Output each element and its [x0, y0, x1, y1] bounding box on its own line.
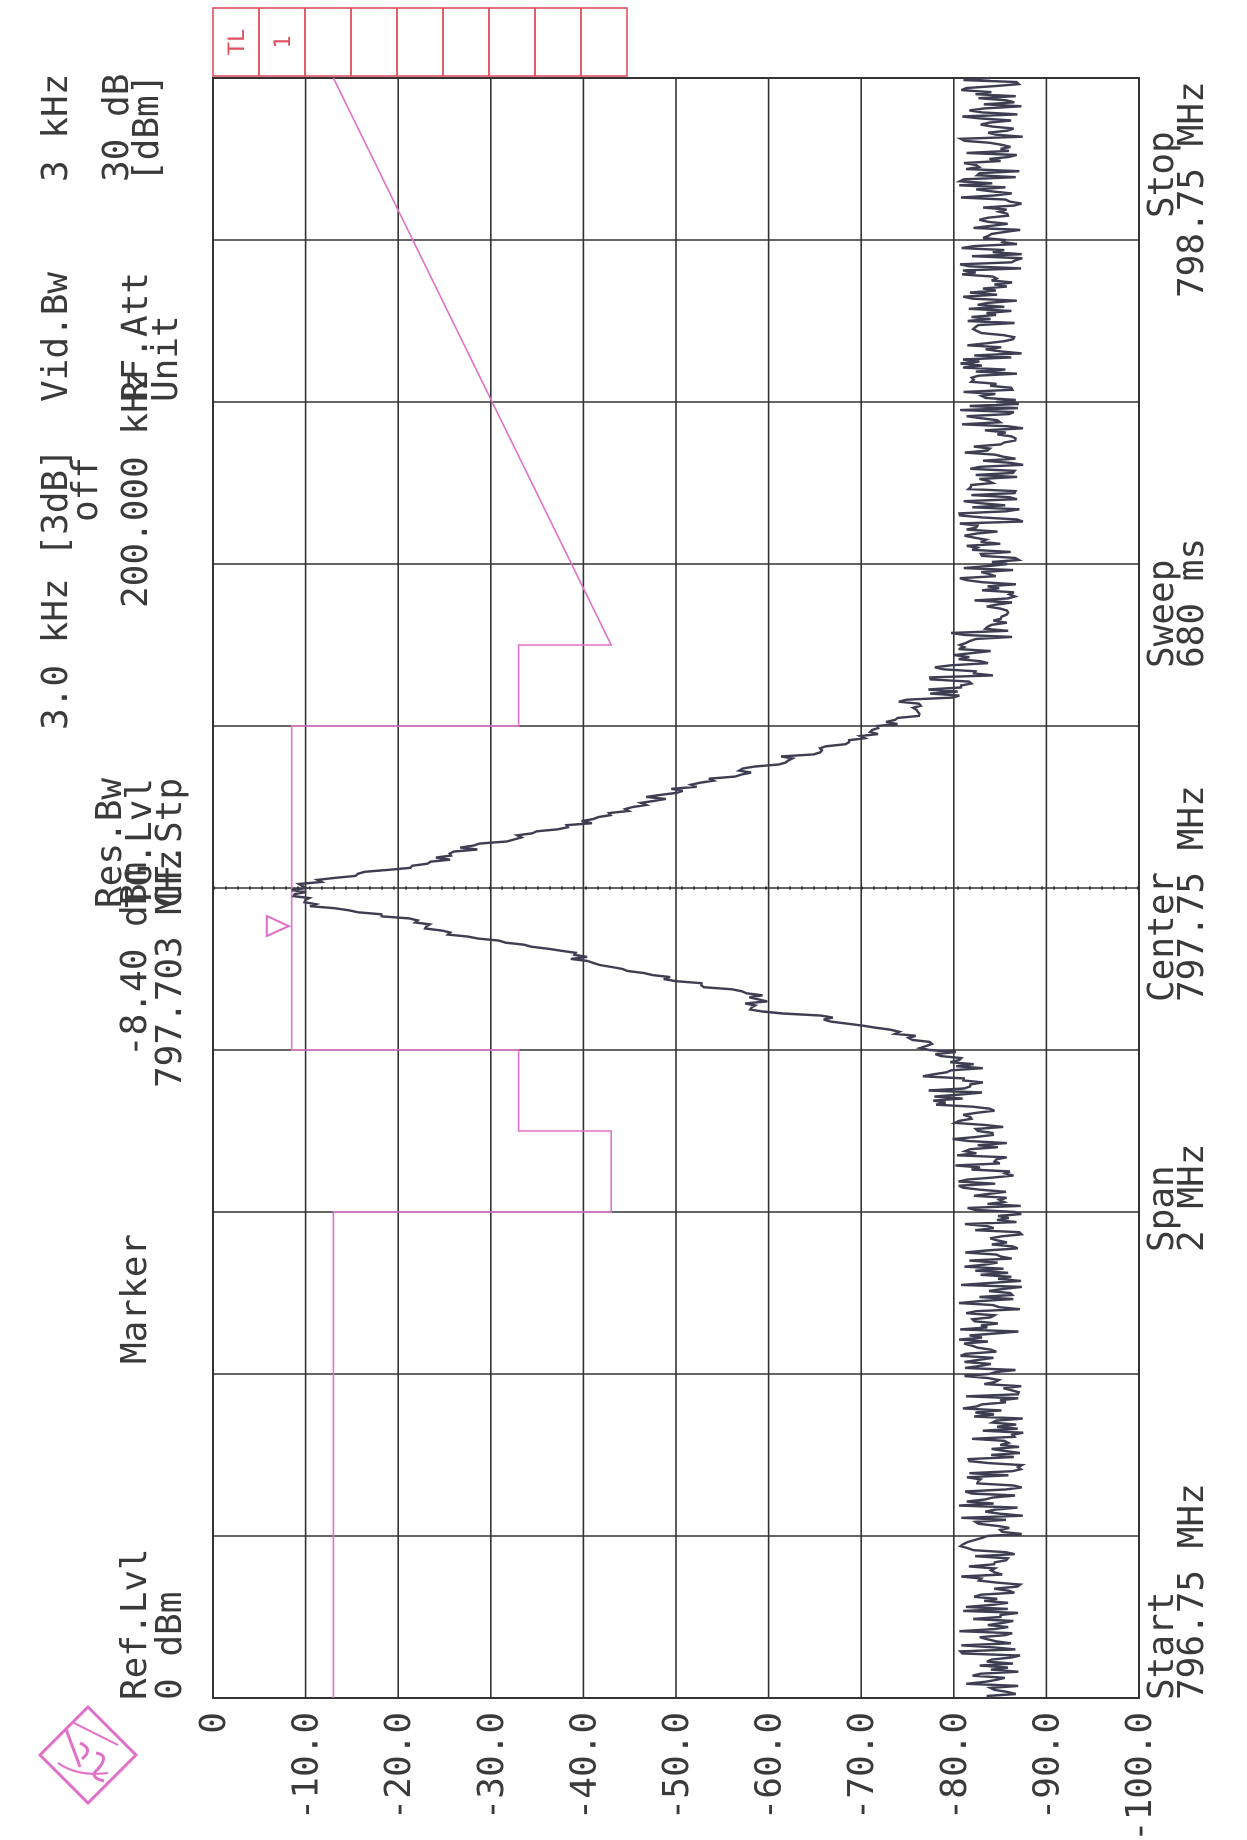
marker-value: -8.40 dBm [114, 862, 155, 1057]
marker-frequency: 797.703 MHz [149, 850, 190, 1088]
y-tick-label: 0 [193, 1712, 234, 1734]
vid-bw-label: Vid.Bw [35, 272, 76, 402]
y-tick-label: -20.0 [378, 1712, 419, 1820]
y-tick-label: -10.0 [286, 1712, 327, 1820]
tg-lvl-label: TG.Lvl [119, 778, 160, 908]
status-box [442, 7, 490, 77]
y-tick-label: -100.0 [1119, 1712, 1160, 1840]
ref-lvl-value: 0 dBm [149, 1592, 190, 1700]
tg-lvl-value: off [65, 457, 106, 522]
center-value: 797.75 MHz [1171, 785, 1212, 1002]
status-box [304, 7, 352, 77]
res-bw-label: Res.Bw [89, 778, 130, 908]
span-value: 2 MHz [1171, 1144, 1212, 1252]
unit-value: [dBm] [126, 74, 167, 182]
y-tick-label: -80.0 [934, 1712, 975, 1820]
status-box-label: TL [225, 29, 250, 56]
rohde-schwarz-logo-icon [37, 1704, 139, 1806]
y-tick-labels: 0 -10.0 -20.0 -30.0 -40.0 -50.0 -60.0 -70.0 -80.… [193, 1712, 1160, 1840]
y-tick-label: -90.0 [1026, 1712, 1067, 1820]
start-value: 796.75 MHz [1171, 1483, 1212, 1700]
sweep-value: 680 ms [1171, 538, 1212, 668]
span-label: Span [1141, 1165, 1182, 1252]
rf-att-value: 30 dB [96, 74, 137, 182]
ref-lvl-label: Ref.Lvl [114, 1548, 155, 1700]
y-tick-label: -50.0 [656, 1712, 697, 1820]
y-tick-label: -30.0 [471, 1712, 512, 1820]
limit-line [290, 77, 613, 1698]
status-box [350, 7, 398, 77]
sweep-label: Sweep [1141, 560, 1182, 668]
y-tick-label: -70.0 [841, 1712, 882, 1820]
cf-stp-label: CF.Stp [149, 778, 190, 908]
cf-stp-value: 200.000 kHz [115, 370, 156, 608]
center-label: Center [1141, 872, 1182, 1002]
status-box [488, 7, 536, 77]
marker-triangle-icon [265, 914, 292, 938]
status-boxes: TL 1 [212, 7, 628, 77]
y-tick-label: -40.0 [563, 1712, 604, 1820]
status-box [580, 7, 628, 77]
rf-att-label: RF.Att [115, 272, 156, 402]
unit-label: Unit [145, 315, 186, 402]
start-label: Start [1141, 1592, 1182, 1700]
trace-lines [291, 76, 1027, 1700]
vid-bw-value: 3 kHz [35, 74, 76, 182]
limit-lines [290, 77, 613, 1698]
stop-value: 798.75 MHz [1171, 81, 1212, 298]
status-box [396, 7, 444, 77]
status-box [534, 7, 582, 77]
status-box-label: 1 [271, 35, 296, 48]
res-bw-value: 3.0 kHz [3dB] [35, 448, 76, 730]
marker-label: Marker [114, 1234, 155, 1364]
stop-label: Stop [1141, 131, 1182, 218]
y-tick-label: -60.0 [749, 1712, 790, 1820]
spectrum-trace [291, 76, 1027, 1700]
